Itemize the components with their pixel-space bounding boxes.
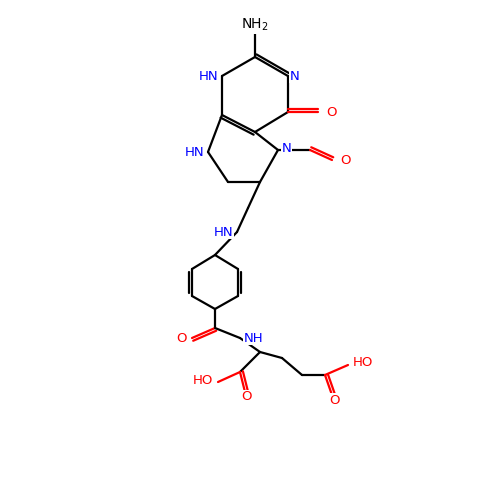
Text: O: O (326, 106, 336, 118)
Text: HN: HN (214, 226, 233, 238)
Text: NH$_2$: NH$_2$ (241, 17, 269, 33)
Text: HN: HN (184, 146, 204, 158)
Text: O: O (242, 390, 252, 404)
Text: HN: HN (198, 70, 218, 82)
Text: N: N (282, 142, 292, 154)
Text: N: N (290, 70, 300, 82)
Text: NH: NH (244, 332, 264, 344)
Text: O: O (340, 154, 350, 166)
Text: HO: HO (192, 374, 213, 386)
Text: O: O (329, 394, 339, 406)
Text: O: O (176, 332, 187, 344)
Text: HO: HO (353, 356, 374, 370)
